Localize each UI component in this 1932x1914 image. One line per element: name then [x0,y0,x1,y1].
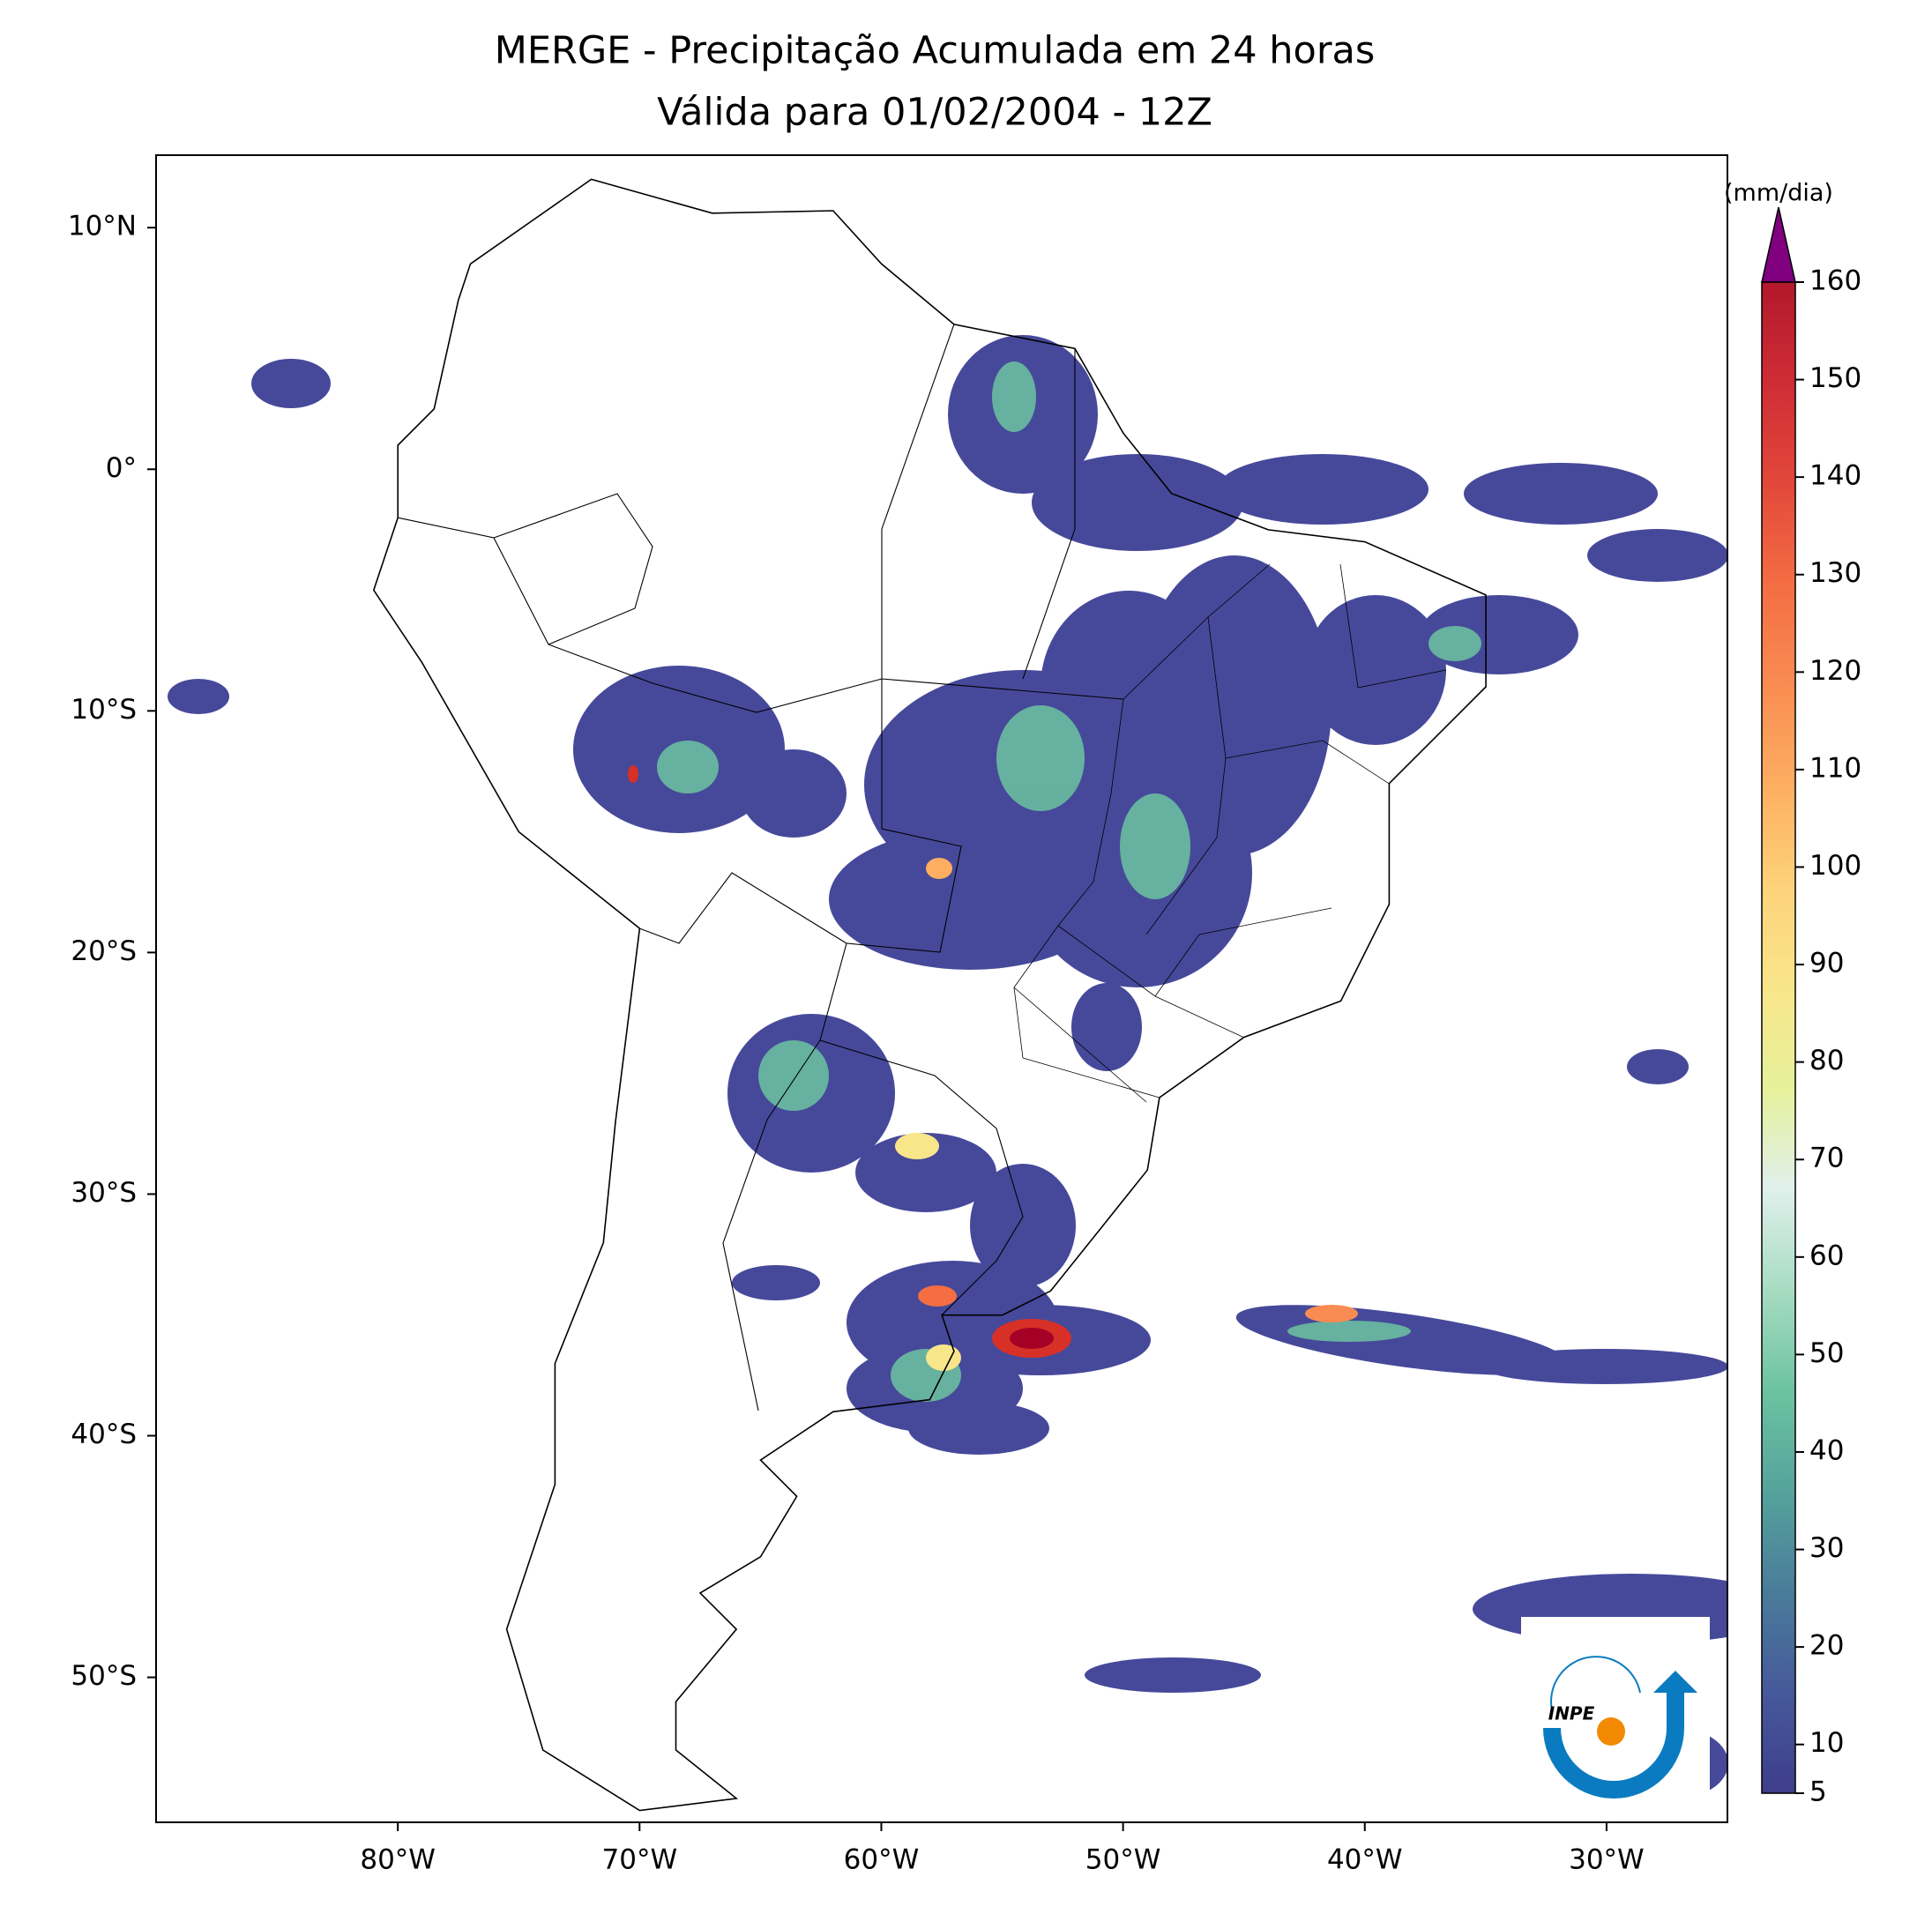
colorbar-label: (mm/dia) [1724,180,1833,207]
logo: INPE [1521,1617,1710,1800]
map-frame [155,154,1728,1823]
colorbar-frame [1761,281,1796,1794]
y-tick-label: 50°S [71,1660,137,1692]
colorbar-tick-label: 160 [1809,265,1861,297]
state-borders [1013,563,1447,1103]
map-title: MERGE - Precipitação Acumulada em 24 hor… [495,29,1376,73]
colorbar-tick-label: 40 [1809,1434,1844,1466]
map-area [156,155,1727,1822]
logo-orbit [1550,1656,1641,1711]
colorbar-tick-label: 100 [1809,850,1861,882]
colorbar-tick-label: 30 [1809,1532,1844,1564]
precipitation-heavy [628,765,1358,1371]
y-tick-label: 10°N [68,211,137,242]
colorbar-fill [1762,282,1795,1793]
country-borders [398,324,1124,1411]
x-tick-label: 70°W [602,1844,678,1876]
y-tick-label: 10°S [71,694,137,726]
y-tick-label: 30°S [71,1177,137,1209]
y-tick-label: 40°S [71,1419,137,1450]
colorbar-tick-label: 20 [1809,1630,1844,1662]
x-tick-label: 40°W [1327,1844,1403,1876]
map-background [156,155,1727,1822]
colorbar-tick-label: 80 [1809,1045,1844,1076]
y-tick-label: 0° [106,452,137,484]
colorbar-tick-label: 90 [1809,948,1844,979]
colorbar-tick-label: 50 [1809,1337,1844,1369]
x-tick-label: 80°W [360,1844,436,1876]
colorbar-tick-label: 60 [1809,1240,1844,1271]
axes: 80°W 70°W 60°W 50°W 40°W 30°W 10°N 0° 10°S 20°S 30… [68,211,1645,1876]
colorbar-tick-label: 150 [1809,362,1861,394]
coastline [372,178,1487,1812]
colorbar-tick-label: 110 [1809,752,1861,784]
x-tick-label: 30°W [1569,1844,1645,1876]
colorbar-tick-label: 130 [1809,557,1861,589]
logo-text: INPE [1548,1703,1595,1724]
colorbar-extend [1761,206,1796,283]
y-tick-label: 20°S [71,935,137,967]
colorbar-tick-label: 140 [1809,460,1861,492]
colorbar: 5 10 20 30 40 50 60 70 80 90 100 110 120 130 140 150 160… [1724,180,1861,1808]
colorbar-tick-label: 70 [1809,1143,1844,1174]
colorbar-tick-label: 10 [1809,1727,1844,1759]
x-tick-label: 50°W [1085,1844,1161,1876]
logo-arc [1543,1671,1697,1799]
colorbar-tick-label: 120 [1809,655,1861,687]
map-subtitle: Válida para 01/02/2004 - 12Z [657,91,1212,135]
logo-sun [1597,1717,1625,1746]
colorbar-tick-label: 5 [1809,1776,1827,1808]
x-tick-label: 60°W [844,1844,920,1876]
